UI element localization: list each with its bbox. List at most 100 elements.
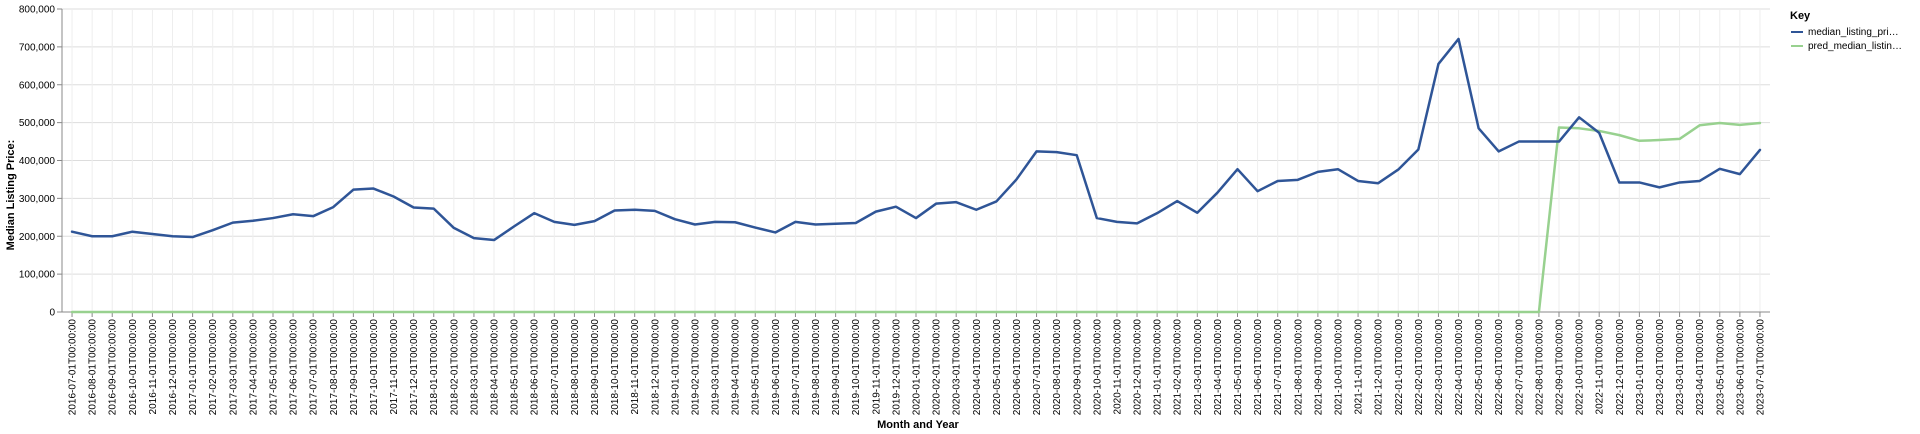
- y-axis-title: Median Listing Price:: [5, 140, 17, 251]
- legend-label-median: median_listing_pri…: [1808, 27, 1899, 38]
- x-tick-label: 2018-01-01T00:00:00: [429, 319, 440, 416]
- y-tick-label: 400,000: [19, 156, 56, 167]
- x-tick-label: 2020-07-01T00:00:00: [1032, 319, 1043, 416]
- x-tick-label: 2017-08-01T00:00:00: [329, 319, 340, 416]
- x-tick-label: 2019-04-01T00:00:00: [731, 319, 742, 416]
- x-tick-label: 2019-01-01T00:00:00: [670, 319, 681, 416]
- x-tick-label: 2021-02-01T00:00:00: [1173, 319, 1184, 416]
- x-tick-label: 2021-08-01T00:00:00: [1293, 319, 1304, 416]
- x-tick-label: 2019-09-01T00:00:00: [831, 319, 842, 416]
- y-tick-label: 200,000: [19, 232, 56, 243]
- x-tick-label: 2020-01-01T00:00:00: [912, 319, 923, 416]
- x-tick-label: 2018-08-01T00:00:00: [570, 319, 581, 416]
- x-tick-label: 2022-08-01T00:00:00: [1534, 319, 1545, 416]
- x-tick-label: 2018-05-01T00:00:00: [510, 319, 521, 416]
- x-tick-label: 2019-10-01T00:00:00: [851, 319, 862, 416]
- x-tick-label: 2018-10-01T00:00:00: [610, 319, 621, 416]
- y-tick-label: 600,000: [19, 80, 56, 91]
- x-tick-label: 2021-12-01T00:00:00: [1374, 319, 1385, 416]
- x-tick-label: 2023-03-01T00:00:00: [1675, 319, 1686, 416]
- x-tick-label: 2023-04-01T00:00:00: [1695, 319, 1706, 416]
- legend-title: Key: [1790, 10, 1811, 22]
- series-lines: [70, 37, 1762, 314]
- x-tick-label: 2018-03-01T00:00:00: [469, 319, 480, 416]
- x-tick-label: 2017-10-01T00:00:00: [369, 319, 380, 416]
- x-tick-label: 2023-06-01T00:00:00: [1735, 319, 1746, 416]
- series-line-pred-median-listing-price: [70, 121, 1762, 314]
- x-tick-label: 2019-05-01T00:00:00: [751, 319, 762, 416]
- x-tick-label: 2019-11-01T00:00:00: [871, 319, 882, 415]
- x-tick-label: 2016-11-01T00:00:00: [148, 319, 159, 415]
- x-tick-label: 2017-06-01T00:00:00: [289, 319, 300, 416]
- x-tick-label: 2020-04-01T00:00:00: [972, 319, 983, 416]
- x-tick-label: 2020-02-01T00:00:00: [932, 319, 943, 416]
- x-tick-label: 2018-02-01T00:00:00: [449, 319, 460, 416]
- legend: Key median_listing_pri… pred_median_list…: [1790, 10, 1902, 52]
- x-tick-label: 2021-06-01T00:00:00: [1253, 319, 1264, 416]
- x-tick-label: 2016-09-01T00:00:00: [108, 319, 119, 416]
- x-tick-label: 2022-04-01T00:00:00: [1454, 319, 1465, 416]
- x-tick-label: 2022-10-01T00:00:00: [1575, 319, 1586, 416]
- y-axis: 0 100,000 200,000 300,000 400,000 500,000 600,…: [19, 5, 63, 319]
- x-tick-label: 2020-06-01T00:00:00: [1012, 319, 1023, 416]
- x-tick-label: 2017-03-01T00:00:00: [228, 319, 239, 416]
- x-tick-label: 2022-03-01T00:00:00: [1434, 319, 1445, 416]
- x-tick-label: 2022-11-01T00:00:00: [1595, 319, 1606, 415]
- x-tick-label: 2023-02-01T00:00:00: [1655, 319, 1666, 416]
- x-tick-label: 2022-07-01T00:00:00: [1514, 319, 1525, 416]
- x-tick-label: 2018-12-01T00:00:00: [650, 319, 661, 416]
- x-tick-label: 2020-11-01T00:00:00: [1112, 319, 1123, 415]
- x-tick-label: 2017-07-01T00:00:00: [309, 319, 320, 416]
- x-tick-label: 2017-04-01T00:00:00: [248, 319, 259, 416]
- x-tick-label: 2017-09-01T00:00:00: [349, 319, 360, 416]
- gridlines: [62, 8, 1770, 313]
- x-tick-label: 2022-12-01T00:00:00: [1615, 319, 1626, 416]
- x-tick-label: 2018-11-01T00:00:00: [630, 319, 641, 415]
- x-tick-label: 2020-08-01T00:00:00: [1052, 319, 1063, 416]
- x-tick-label: 2021-03-01T00:00:00: [1193, 319, 1204, 416]
- x-tick-label: 2019-06-01T00:00:00: [771, 319, 782, 416]
- x-tick-label: 2019-02-01T00:00:00: [690, 319, 701, 416]
- y-tick-label: 100,000: [19, 270, 56, 281]
- x-tick-label: 2019-12-01T00:00:00: [891, 319, 902, 416]
- x-tick-label: 2019-08-01T00:00:00: [811, 319, 822, 416]
- x-tick-label: 2022-05-01T00:00:00: [1474, 319, 1485, 416]
- x-tick-label: 2017-11-01T00:00:00: [389, 319, 400, 415]
- x-tick-label: 2017-02-01T00:00:00: [208, 319, 219, 416]
- x-tick-label: 2018-09-01T00:00:00: [590, 319, 601, 416]
- x-tick-label: 2021-09-01T00:00:00: [1313, 319, 1324, 416]
- x-tick-label: 2018-06-01T00:00:00: [530, 319, 541, 416]
- x-tick-label: 2022-09-01T00:00:00: [1555, 319, 1566, 416]
- y-tick-label: 800,000: [19, 5, 56, 16]
- x-tick-label: 2021-04-01T00:00:00: [1213, 319, 1224, 416]
- x-tick-label: 2023-01-01T00:00:00: [1635, 319, 1646, 416]
- y-tick-label: 0: [49, 308, 55, 319]
- x-tick-label: 2017-05-01T00:00:00: [268, 319, 279, 416]
- x-tick-label: 2018-07-01T00:00:00: [550, 319, 561, 416]
- y-tick-label: 500,000: [19, 118, 56, 129]
- x-tick-label: 2020-03-01T00:00:00: [952, 319, 963, 416]
- x-tick-label: 2021-10-01T00:00:00: [1333, 319, 1344, 416]
- x-tick-label: 2021-05-01T00:00:00: [1233, 319, 1244, 416]
- series-line-median-listing-price: [70, 37, 1762, 242]
- x-tick-label: 2021-07-01T00:00:00: [1273, 319, 1284, 416]
- x-tick-label: 2016-10-01T00:00:00: [128, 319, 139, 416]
- x-tick-label: 2016-08-01T00:00:00: [88, 319, 99, 416]
- x-tick-label: 2016-12-01T00:00:00: [168, 319, 179, 416]
- x-tick-label: 2016-07-01T00:00:00: [68, 319, 79, 416]
- x-tick-label: 2017-12-01T00:00:00: [409, 319, 420, 416]
- x-tick-label: 2023-05-01T00:00:00: [1715, 319, 1726, 416]
- legend-label-pred: pred_median_listin…: [1808, 41, 1902, 52]
- x-axis: 2016-07-01T00:00:00 2016-08-01T00:00:00 20…: [62, 311, 1770, 416]
- x-tick-label: 2022-01-01T00:00:00: [1394, 319, 1405, 416]
- x-tick-label: 2017-01-01T00:00:00: [188, 319, 199, 416]
- x-tick-label: 2021-11-01T00:00:00: [1354, 319, 1365, 415]
- y-tick-label: 700,000: [19, 42, 56, 53]
- x-tick-label: 2020-09-01T00:00:00: [1072, 319, 1083, 416]
- x-tick-label: 2019-07-01T00:00:00: [791, 319, 802, 416]
- x-tick-label: 2020-05-01T00:00:00: [992, 319, 1003, 416]
- x-tick-label: 2018-04-01T00:00:00: [490, 319, 501, 416]
- x-tick-label: 2020-10-01T00:00:00: [1092, 319, 1103, 416]
- x-tick-label: 2023-07-01T00:00:00: [1755, 319, 1766, 416]
